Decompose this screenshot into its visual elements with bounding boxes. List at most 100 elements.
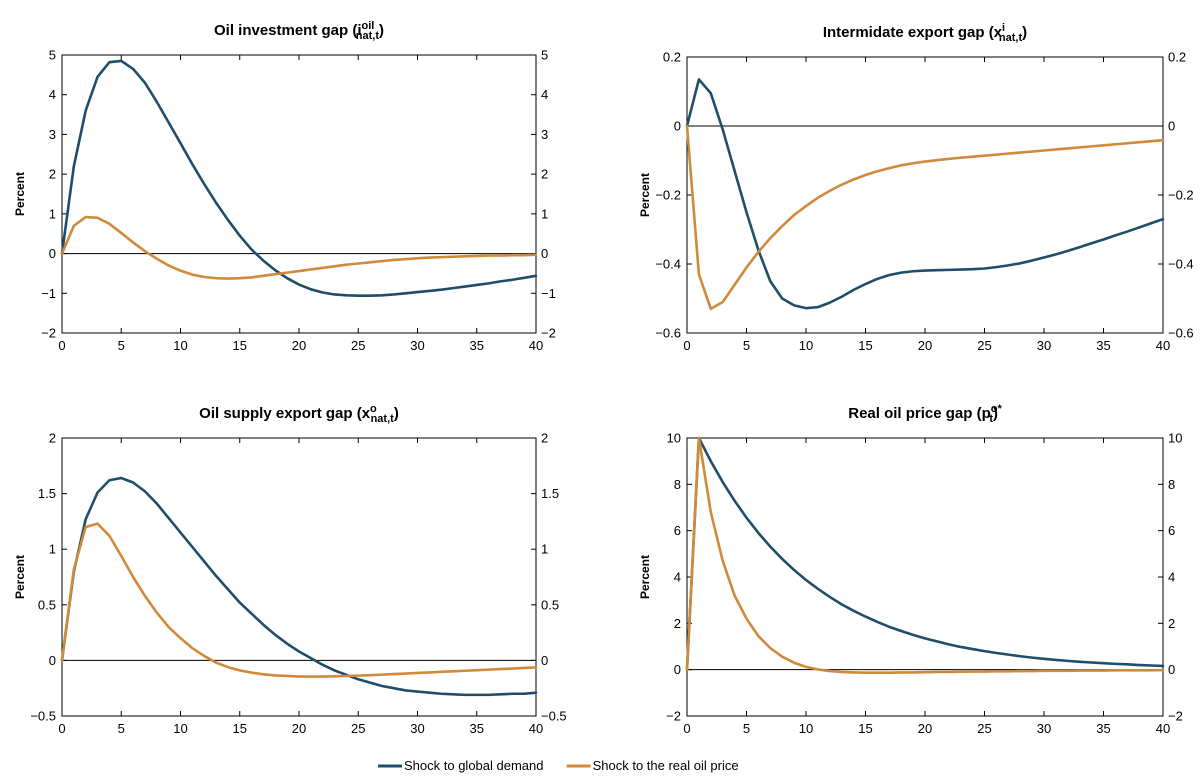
- series-line-real-oil-price: [60, 215, 538, 280]
- series-line-global-demand: [685, 436, 1165, 671]
- y-tick-label-left: 2: [49, 167, 56, 182]
- y-tick-label-right: 4: [1168, 570, 1175, 585]
- y-axis-label: Percent: [638, 173, 652, 217]
- legend: Shock to global demand Shock to the real …: [378, 758, 739, 773]
- x-tick-label: 35: [1096, 721, 1110, 736]
- y-tick-label-left: −0.2: [655, 188, 681, 203]
- x-tick-label: 25: [351, 721, 365, 736]
- panel-title-text: Oil supply export gap (x: [199, 405, 371, 422]
- panel-3: Oil supply export gap (xo nat,t)0 5 10 15 20 2…: [13, 403, 567, 736]
- panel-title-superscript: i: [1002, 22, 1005, 34]
- y-tick-label-right: −1: [541, 286, 556, 301]
- series-line-global-demand: [685, 78, 1165, 310]
- panel-title-superscript: o*: [991, 403, 1003, 415]
- y-axis-label: Percent: [13, 555, 27, 599]
- y-tick-label-right: −2: [1168, 709, 1183, 724]
- x-tick-label: 0: [683, 338, 690, 353]
- series-line-real-oil-price: [685, 436, 1165, 674]
- y-tick-label-right: 8: [1168, 477, 1175, 492]
- panel-title-text: Oil investment gap (i: [214, 22, 362, 39]
- panel-title-text: Real oil price gap (p: [848, 405, 991, 422]
- x-tick-label: 30: [1037, 721, 1051, 736]
- y-tick-label-right: 0: [541, 653, 548, 668]
- x-tick-label: 0: [58, 338, 65, 353]
- x-tick-label: 15: [233, 721, 247, 736]
- legend-label: Shock to global demand: [404, 758, 543, 773]
- y-tick-label-left: 3: [49, 127, 56, 142]
- y-tick-label-left: 2: [49, 431, 56, 446]
- y-tick-label-left: −0.5: [30, 709, 56, 724]
- x-tick-label: 0: [58, 721, 65, 736]
- panel-title-subscript: t: [989, 413, 993, 425]
- x-tick-label: 0: [683, 721, 690, 736]
- y-axis-label: Percent: [638, 555, 652, 599]
- x-tick-label: 5: [118, 338, 125, 353]
- y-tick-label-left: 6: [674, 523, 681, 538]
- y-tick-label-right: −2: [541, 326, 556, 341]
- y-tick-label-left: 10: [667, 431, 681, 446]
- y-tick-label-right: 4: [541, 87, 548, 102]
- y-tick-label-right: 0: [1168, 119, 1175, 134]
- panel-title: Oil supply export gap (xo nat,t): [199, 403, 399, 425]
- x-tick-label: 10: [799, 338, 813, 353]
- x-tick-label: 20: [918, 721, 932, 736]
- panel-title-close: ): [394, 405, 399, 422]
- x-tick-label: 35: [1096, 338, 1110, 353]
- y-tick-label-right: 0: [541, 246, 548, 261]
- y-tick-label-left: 5: [49, 48, 56, 63]
- y-tick-label-left: 0.5: [38, 597, 56, 612]
- series-line-real-oil-price: [685, 124, 1165, 311]
- legend-label: Shock to the real oil price: [593, 758, 739, 773]
- y-tick-label-right: −0.5: [541, 709, 567, 724]
- x-tick-label: 5: [743, 338, 750, 353]
- y-tick-label-right: 5: [541, 48, 548, 63]
- x-tick-label: 15: [233, 338, 247, 353]
- y-tick-label-left: −1: [41, 286, 56, 301]
- y-tick-label-right: 1.5: [541, 486, 559, 501]
- y-tick-label-left: 4: [674, 570, 681, 585]
- panel-title-close: ): [993, 405, 998, 422]
- panel-2: Intermidate export gap (xi nat,t) 0 5 10 15 20…: [638, 22, 1194, 353]
- y-tick-label-right: 10: [1168, 431, 1182, 446]
- x-tick-label: 15: [858, 338, 872, 353]
- y-tick-label-right: 1: [541, 206, 548, 221]
- plot-frame: [61, 54, 537, 334]
- y-tick-label-left: 1: [49, 542, 56, 557]
- panel-title: Oil investment gap (ioil nat,t): [214, 20, 384, 42]
- y-tick-label-right: 1: [541, 542, 548, 557]
- y-tick-label-left: 0: [49, 246, 56, 261]
- x-tick-label: 25: [351, 338, 365, 353]
- y-tick-label-left: 0: [674, 662, 681, 677]
- y-tick-label-right: 6: [1168, 523, 1175, 538]
- panel-title: Real oil price gap (po* t): [848, 403, 1002, 425]
- x-tick-label: 25: [977, 721, 991, 736]
- x-tick-label: 20: [918, 338, 932, 353]
- y-tick-label-left: −0.6: [655, 326, 681, 341]
- y-tick-label-right: 3: [541, 127, 548, 142]
- series-line-global-demand: [60, 476, 538, 697]
- y-tick-label-right: −0.4: [1168, 257, 1194, 272]
- x-tick-label: 15: [858, 721, 872, 736]
- panel-4: Real oil price gap (po* t)0 5 10 15 20 25 30 35 4…: [638, 403, 1183, 736]
- y-tick-label-left: 2: [674, 616, 681, 631]
- y-tick-label-left: −0.4: [655, 257, 681, 272]
- plot-frame: [686, 437, 1164, 717]
- x-tick-label: 30: [410, 338, 424, 353]
- panel-title-close: ): [379, 22, 384, 39]
- x-tick-label: 35: [470, 721, 484, 736]
- panel-title-text: Intermidate export gap (x: [823, 24, 1003, 41]
- x-tick-label: 20: [292, 721, 306, 736]
- x-tick-label: 10: [173, 721, 187, 736]
- y-tick-label-right: 2: [541, 431, 548, 446]
- panel-title-superscript: o: [370, 403, 377, 415]
- series-line-global-demand: [60, 59, 538, 297]
- x-tick-label: 40: [529, 721, 543, 736]
- y-tick-label-left: 1.5: [38, 486, 56, 501]
- y-tick-label-left: −2: [41, 326, 56, 341]
- y-tick-label-left: 0: [49, 653, 56, 668]
- y-tick-label-left: 0.2: [663, 50, 681, 65]
- panel-title-superscript: oil: [362, 20, 375, 32]
- y-tick-label-right: 2: [1168, 616, 1175, 631]
- y-tick-label-right: 2: [541, 167, 548, 182]
